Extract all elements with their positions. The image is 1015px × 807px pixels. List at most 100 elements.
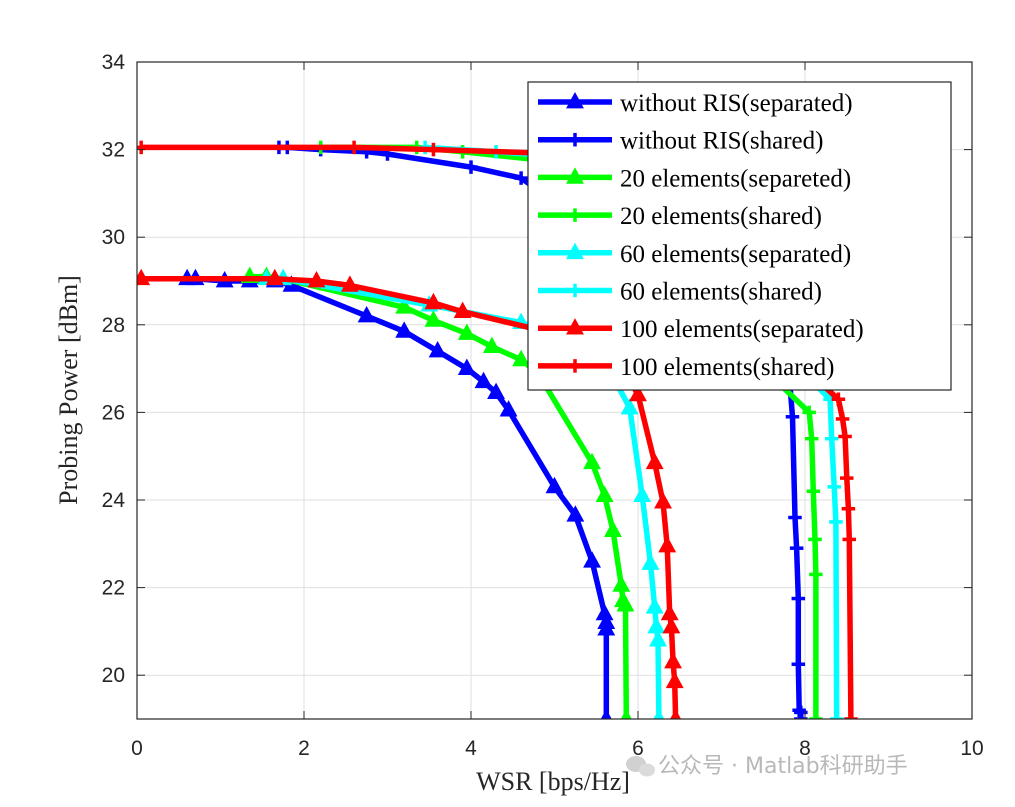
marker-plus	[568, 208, 582, 222]
marker-plus	[809, 712, 823, 719]
series-0	[178, 268, 616, 719]
marker-plus	[794, 712, 808, 719]
marker-triangle	[545, 476, 564, 494]
marker-triangle	[641, 553, 660, 570]
marker-triangle	[647, 616, 666, 634]
marker-triangle	[662, 616, 681, 634]
marker-triangle	[566, 318, 584, 335]
legend-item: 100 elements(shared)	[538, 354, 835, 381]
marker-triangle	[424, 292, 443, 310]
marker-plus	[824, 431, 839, 446]
marker-plus	[809, 567, 823, 582]
marker-plus	[568, 359, 582, 373]
marker-plus	[804, 431, 819, 446]
marker-triangle	[645, 452, 664, 470]
legend-label: 60 elements(separated)	[620, 241, 851, 268]
marker-plus	[802, 405, 816, 420]
marker-triangle	[665, 671, 684, 689]
marker-triangle	[600, 708, 612, 719]
marker-plus	[426, 142, 441, 157]
legend-item: 20 elements(separeted)	[538, 165, 851, 192]
y-axis-label: Probing Power [dBm]	[54, 275, 83, 505]
marker-triangle	[604, 520, 622, 538]
marker-triangle	[487, 382, 505, 400]
marker-plus	[827, 480, 841, 494]
marker-triangle	[653, 708, 665, 719]
legend-item: 60 elements(shared)	[538, 279, 822, 306]
legend-item: without RIS(shared)	[538, 128, 823, 155]
legend-item: without RIS(separated)	[538, 90, 853, 117]
legend-item: 20 elements(shared)	[538, 203, 822, 230]
legend-label: 60 elements(shared)	[620, 279, 822, 306]
x-tick-labels: 0 2 4 6 8 10	[131, 737, 984, 760]
y-tick-label: 20	[102, 664, 125, 687]
marker-triangle	[566, 505, 585, 522]
marker-triangle	[307, 270, 326, 288]
marker-triangle	[474, 371, 493, 389]
legend-label: without RIS(separated)	[620, 90, 853, 117]
y-tick-label: 32	[102, 139, 125, 162]
marker-triangle	[670, 708, 682, 719]
marker-triangle	[428, 341, 447, 358]
marker-triangle	[658, 535, 677, 553]
marker-triangle	[664, 652, 683, 669]
x-axis-label: WSR [bps/Hz]	[476, 767, 630, 796]
marker-plus	[791, 591, 806, 606]
legend: without RIS(separated) without RIS(shared…	[527, 81, 952, 391]
marker-plus	[808, 532, 822, 547]
x-tick-label: 4	[465, 737, 477, 760]
marker-plus	[568, 132, 582, 147]
marker-triangle	[645, 597, 664, 614]
marker-triangle	[583, 551, 602, 568]
marker-triangle	[597, 619, 616, 636]
marker-plus	[829, 712, 844, 719]
legend-label: 20 elements(separeted)	[620, 165, 851, 192]
marker-plus	[831, 392, 846, 407]
marker-plus	[841, 502, 856, 516]
legend-label: without RIS(shared)	[620, 128, 823, 155]
x-tick-label: 6	[632, 737, 644, 760]
marker-triangle	[340, 275, 359, 292]
marker-triangle	[629, 384, 647, 402]
y-tick-label: 24	[102, 489, 126, 512]
marker-plus	[785, 410, 800, 424]
x-tick-label: 2	[298, 737, 310, 760]
marker-plus	[514, 171, 528, 185]
legend-item: 100 elements(separated)	[538, 316, 864, 343]
marker-plus	[842, 532, 857, 547]
marker-plus	[788, 510, 802, 525]
y-tick-label: 28	[102, 314, 125, 337]
watermark-text: 公众号 · Matlab科研助手	[658, 754, 908, 779]
marker-triangle	[457, 323, 476, 340]
plot-frame	[136, 61, 973, 720]
marker-triangle	[595, 485, 614, 502]
marker-triangle	[616, 595, 635, 612]
y-tick-label: 30	[102, 226, 125, 249]
marker-triangle	[583, 452, 602, 470]
marker-triangle	[612, 575, 631, 592]
marker-plus	[806, 484, 821, 498]
marker-plus	[791, 657, 806, 671]
marker-triangle	[620, 708, 632, 719]
marker-triangle	[482, 336, 501, 354]
legend-item: 60 elements(separated)	[538, 241, 851, 268]
marker-plus	[829, 515, 843, 529]
marker-plus	[838, 429, 852, 444]
marker-triangle	[633, 485, 652, 502]
y-tick-label: 34	[102, 51, 126, 74]
watermark: 公众号 · Matlab科研助手	[626, 754, 908, 779]
y-tick-label: 22	[102, 577, 125, 600]
x-tick-label: 0	[131, 737, 143, 760]
marker-triangle	[424, 310, 443, 327]
marker-plus	[789, 541, 804, 555]
y-tick-label: 26	[102, 401, 125, 424]
marker-plus	[347, 140, 361, 155]
marker-triangle	[395, 321, 414, 338]
marker-plus	[568, 283, 582, 298]
legend-label: 20 elements(shared)	[620, 203, 822, 230]
marker-plus	[840, 471, 854, 485]
marker-triangle	[566, 167, 584, 184]
series-layer	[137, 140, 858, 719]
marker-triangle	[566, 242, 584, 260]
